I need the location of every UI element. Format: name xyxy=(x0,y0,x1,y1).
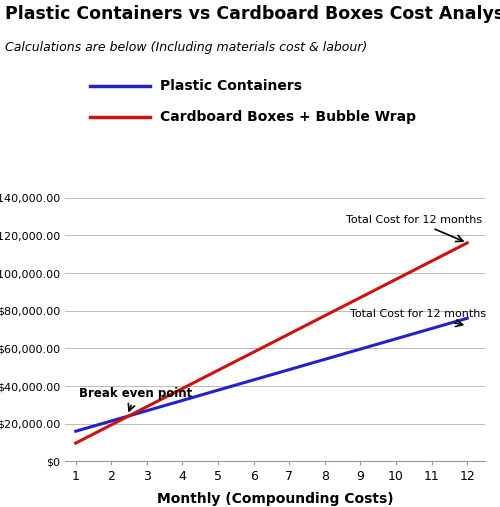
Cardboard Boxes + Bubble Wrap xyxy=(180,385,186,391)
Cardboard Boxes + Bubble Wrap xyxy=(358,295,364,301)
Cardboard Boxes + Bubble Wrap xyxy=(393,276,399,282)
Plastic Containers xyxy=(393,336,399,342)
Plastic Containers xyxy=(180,397,186,404)
Cardboard Boxes + Bubble Wrap xyxy=(464,240,470,246)
Text: Calculations are below (Including materials cost & labour): Calculations are below (Including materi… xyxy=(5,41,367,54)
Text: Plastic Containers vs Cardboard Boxes Cost Analysis: Plastic Containers vs Cardboard Boxes Co… xyxy=(5,5,500,23)
Plastic Containers xyxy=(464,315,470,321)
Cardboard Boxes + Bubble Wrap xyxy=(428,258,434,264)
Plastic Containers xyxy=(322,356,328,363)
Line: Cardboard Boxes + Bubble Wrap: Cardboard Boxes + Bubble Wrap xyxy=(76,243,467,443)
Text: Cardboard Boxes + Bubble Wrap: Cardboard Boxes + Bubble Wrap xyxy=(160,110,416,124)
Line: Plastic Containers: Plastic Containers xyxy=(76,318,467,431)
X-axis label: Monthly (Compounding Costs): Monthly (Compounding Costs) xyxy=(156,492,394,505)
Cardboard Boxes + Bubble Wrap xyxy=(108,422,114,428)
Text: Total Cost for 12 months: Total Cost for 12 months xyxy=(346,215,482,241)
Cardboard Boxes + Bubble Wrap xyxy=(322,313,328,319)
Plastic Containers xyxy=(215,387,221,393)
Text: Total Cost for 12 months: Total Cost for 12 months xyxy=(350,309,486,327)
Cardboard Boxes + Bubble Wrap xyxy=(286,331,292,337)
Plastic Containers xyxy=(358,346,364,352)
Plastic Containers xyxy=(144,408,150,414)
Plastic Containers xyxy=(428,325,434,332)
Plastic Containers xyxy=(286,367,292,373)
Cardboard Boxes + Bubble Wrap xyxy=(215,367,221,373)
Text: Plastic Containers: Plastic Containers xyxy=(160,79,302,93)
Plastic Containers xyxy=(250,377,256,383)
Cardboard Boxes + Bubble Wrap xyxy=(144,404,150,410)
Cardboard Boxes + Bubble Wrap xyxy=(250,349,256,355)
Plastic Containers xyxy=(72,428,78,434)
Text: Break even point: Break even point xyxy=(79,387,192,411)
Cardboard Boxes + Bubble Wrap xyxy=(72,440,78,446)
Plastic Containers xyxy=(108,418,114,424)
